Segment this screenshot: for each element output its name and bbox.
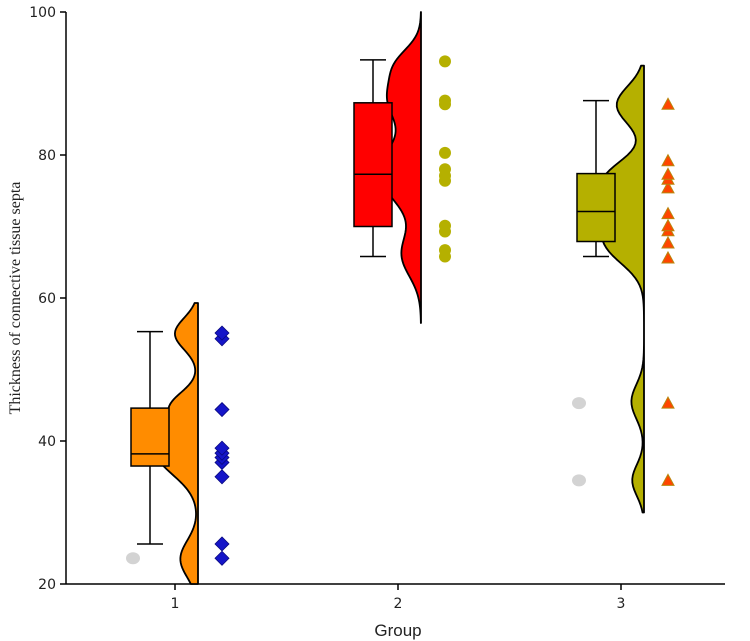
y-ticks: 20 40 60 80 100: [29, 5, 66, 593]
data-point: [661, 153, 675, 167]
box-iqr: [576, 172, 616, 243]
data-point: [214, 440, 230, 456]
x-ticks: 1 2 3: [171, 584, 626, 612]
data-point: [439, 55, 451, 68]
data-point: [661, 206, 675, 220]
data-point: [661, 97, 675, 110]
y-tick-label: 20: [38, 577, 56, 593]
x-tick-label: 1: [171, 596, 180, 612]
data-point: [661, 396, 675, 409]
outlier-point: [126, 552, 140, 565]
data-point: [439, 94, 451, 107]
box-iqr: [130, 407, 170, 467]
y-tick-label: 80: [38, 148, 56, 164]
data-point: [439, 163, 451, 176]
data-point: [661, 180, 675, 194]
plot-groups: [126, 11, 675, 585]
outlier-point: [572, 397, 586, 410]
group-1: [126, 302, 230, 585]
y-tick-label: 100: [29, 5, 56, 21]
group-2: [353, 11, 451, 324]
data-point: [661, 473, 675, 486]
data-point: [214, 469, 230, 485]
data-point: [214, 401, 230, 418]
data-point: [439, 244, 451, 257]
outlier-point: [572, 474, 586, 487]
y-tick-label: 40: [38, 434, 56, 450]
x-tick-label: 3: [617, 596, 626, 612]
box-iqr: [353, 102, 393, 228]
data-point: [214, 536, 230, 552]
y-axis-title: Thickness of connective tissue septa: [7, 182, 24, 415]
data-point: [661, 218, 675, 232]
data-point: [439, 219, 451, 232]
data-point: [661, 250, 675, 264]
data-point: [661, 235, 675, 249]
data-point: [661, 167, 675, 180]
density-cloud: [599, 64, 645, 514]
y-tick-label: 60: [38, 291, 56, 307]
group-3: [572, 64, 675, 514]
data-point: [214, 550, 230, 566]
data-point: [439, 146, 451, 159]
data-point: [214, 325, 230, 341]
x-tick-label: 2: [394, 596, 403, 612]
x-axis-title: Group: [374, 621, 421, 640]
